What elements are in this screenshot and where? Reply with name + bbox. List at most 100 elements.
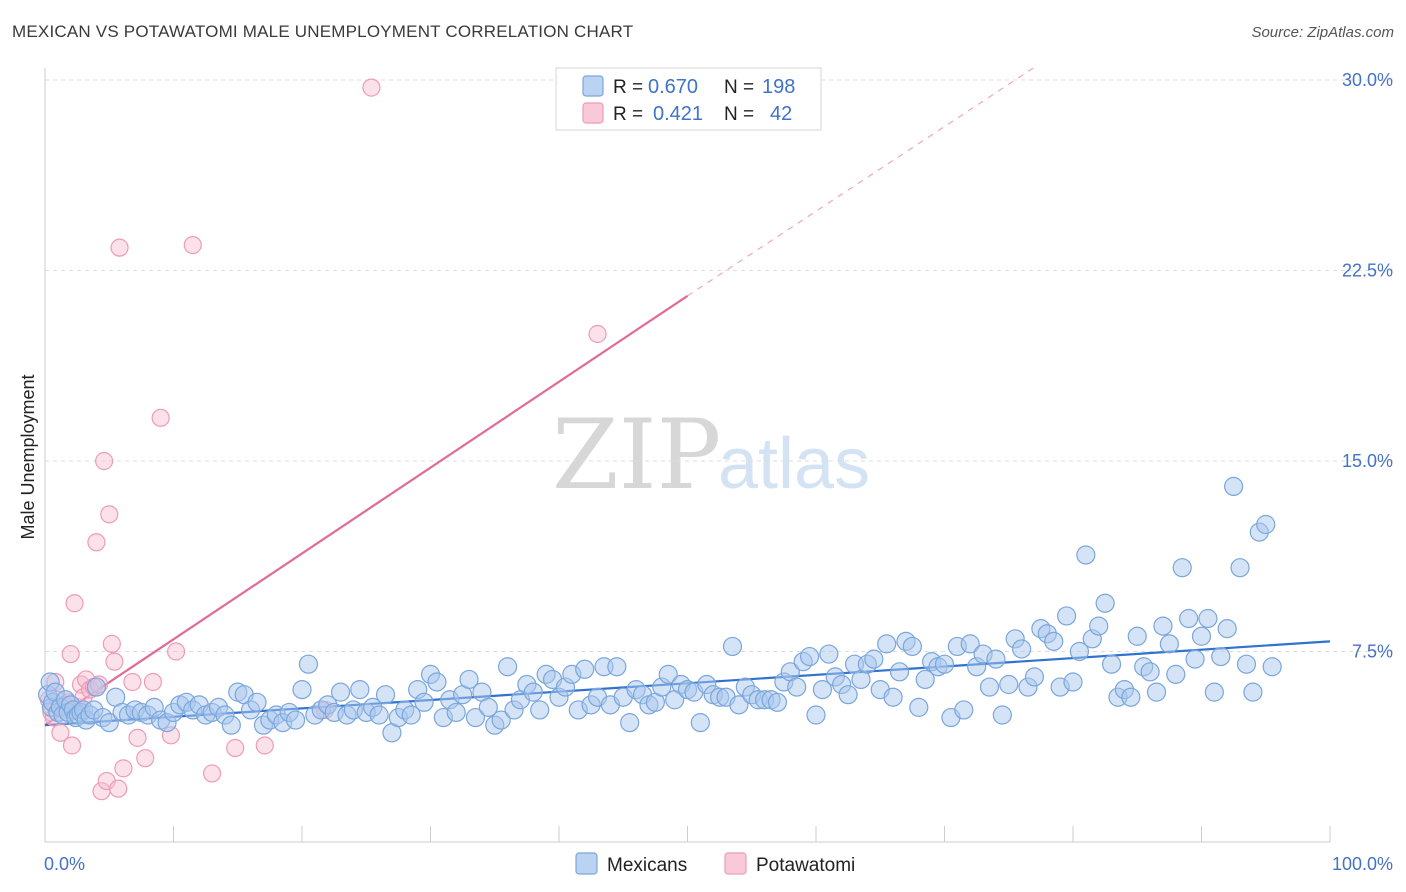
potawatomi-point xyxy=(65,594,84,613)
mexicans-point xyxy=(427,672,447,692)
mexicans-point xyxy=(909,697,929,717)
mexicans-point xyxy=(902,636,922,657)
potawatomi-point xyxy=(136,749,155,768)
mexicans-point xyxy=(523,682,543,702)
y-axis-label: Male Unemployment xyxy=(18,374,38,539)
potawatomi-point xyxy=(183,236,202,255)
mexicans-point xyxy=(1262,657,1282,677)
mexicans-point xyxy=(465,707,486,728)
mexicans-point xyxy=(292,679,312,700)
legend-r-value-mexicans: 0.670 xyxy=(648,76,698,98)
legend-n-label-potawatomi: N = xyxy=(724,104,754,125)
x-tick-label-max: 100.0% xyxy=(1332,854,1393,874)
source-label: Source: ZipAtlas.com xyxy=(1251,24,1394,41)
mexicans-point xyxy=(767,692,788,712)
potawatomi-point xyxy=(62,736,82,755)
mexicans-point xyxy=(1063,672,1083,692)
mexicans-point xyxy=(722,636,743,657)
legend: R = 0.670 N = 198 R = 0.421 N = 42 xyxy=(555,67,822,131)
tick-labels: 7.5% 15.0% 22.5% 30.0% 0.0% 100.0% xyxy=(44,70,1393,874)
mexicans-point xyxy=(1044,631,1064,651)
mexicans-point xyxy=(1243,682,1263,702)
mexicans-point xyxy=(1191,626,1212,646)
mexicans-point xyxy=(1185,649,1205,669)
mexicans-point xyxy=(1056,606,1077,626)
mexicans-point xyxy=(934,654,955,674)
watermark-atlas: atlas xyxy=(718,424,870,504)
potawatomi-point xyxy=(123,672,142,692)
mexicans-point xyxy=(369,705,389,725)
trend-lines xyxy=(44,66,1331,727)
mexicans-point xyxy=(330,682,351,702)
mexicans-point xyxy=(787,677,807,697)
mexicans-point xyxy=(960,634,980,654)
mexicans-point xyxy=(620,713,640,733)
mexicans-point xyxy=(954,700,974,720)
potawatomi-point xyxy=(143,672,163,692)
mexicans-point xyxy=(1172,558,1192,578)
mexicans-point xyxy=(889,662,910,682)
mexicans-point xyxy=(285,710,306,730)
mexicans-point xyxy=(1089,616,1109,636)
bottom-legend-swatch-mexicans xyxy=(575,852,598,875)
mexicans-point xyxy=(1224,476,1244,496)
potawatomi-point xyxy=(102,634,121,653)
potawatomi-point xyxy=(114,759,133,778)
potawatomi-point xyxy=(128,728,147,747)
potawatomi-point xyxy=(51,723,70,742)
mexicans-point xyxy=(607,657,627,677)
mexicans-point xyxy=(1121,687,1141,707)
potawatomi-point xyxy=(61,644,80,664)
mexicans-points xyxy=(37,476,1282,743)
mexicans-point xyxy=(992,705,1012,725)
mexicans-point xyxy=(1204,682,1224,702)
mexicans-point xyxy=(838,685,858,705)
watermark-zip: ZIP xyxy=(552,399,721,511)
mexicans-point xyxy=(1159,634,1179,654)
mexicans-point xyxy=(1153,616,1173,636)
mexicans-point xyxy=(999,674,1019,695)
potawatomi-point xyxy=(87,533,106,552)
mexicans-point xyxy=(575,659,595,679)
potawatomi-point xyxy=(588,324,607,344)
potawatomi-point xyxy=(202,764,222,783)
mexicans-point xyxy=(1198,608,1218,629)
potawatomi-point xyxy=(109,779,128,798)
mexicans-point xyxy=(812,679,833,700)
mexicans-point xyxy=(446,702,466,723)
y-tick-label: 30.0% xyxy=(1342,70,1393,90)
y-tick-label: 15.0% xyxy=(1342,451,1393,471)
mexicans-point xyxy=(375,685,396,705)
potawatomi-point xyxy=(100,505,119,524)
mexicans-point xyxy=(478,697,498,717)
mexicans-point xyxy=(883,687,903,707)
mexicans-point xyxy=(1127,626,1147,646)
mexicans-point xyxy=(986,649,1006,669)
y-tick-label: 22.5% xyxy=(1342,261,1393,281)
mexicans-point xyxy=(1211,646,1231,667)
mexicans-point xyxy=(414,692,434,712)
mexicans-point xyxy=(877,634,897,654)
mexicans-point xyxy=(806,705,826,725)
mexicans-point xyxy=(1256,514,1276,535)
potawatomi-point xyxy=(110,238,129,257)
grid xyxy=(45,79,1394,652)
chart-title: MEXICAN VS POTAWATOMI MALE UNEMPLOYMENT … xyxy=(12,22,634,41)
mexicans-point xyxy=(491,710,511,730)
mexicans-point xyxy=(1230,558,1250,578)
potawatomi-point xyxy=(166,642,186,661)
mexicans-point xyxy=(1024,667,1045,687)
mexicans-point xyxy=(864,649,884,669)
mexicans-point xyxy=(1101,654,1122,674)
mexicans-point xyxy=(1011,639,1032,659)
mexicans-point xyxy=(350,679,370,700)
potawatomi-point xyxy=(226,738,245,758)
legend-r-value-potawatomi: 0.421 xyxy=(653,103,703,125)
potawatomi-point xyxy=(255,736,274,755)
mexicans-point xyxy=(221,715,241,735)
bottom-legend: Mexicans Potawatomi xyxy=(575,852,855,876)
potawatomi-point xyxy=(151,408,170,427)
bottom-legend-mexicans: Mexicans xyxy=(607,855,687,876)
potawatomi-trend-line xyxy=(44,294,689,727)
